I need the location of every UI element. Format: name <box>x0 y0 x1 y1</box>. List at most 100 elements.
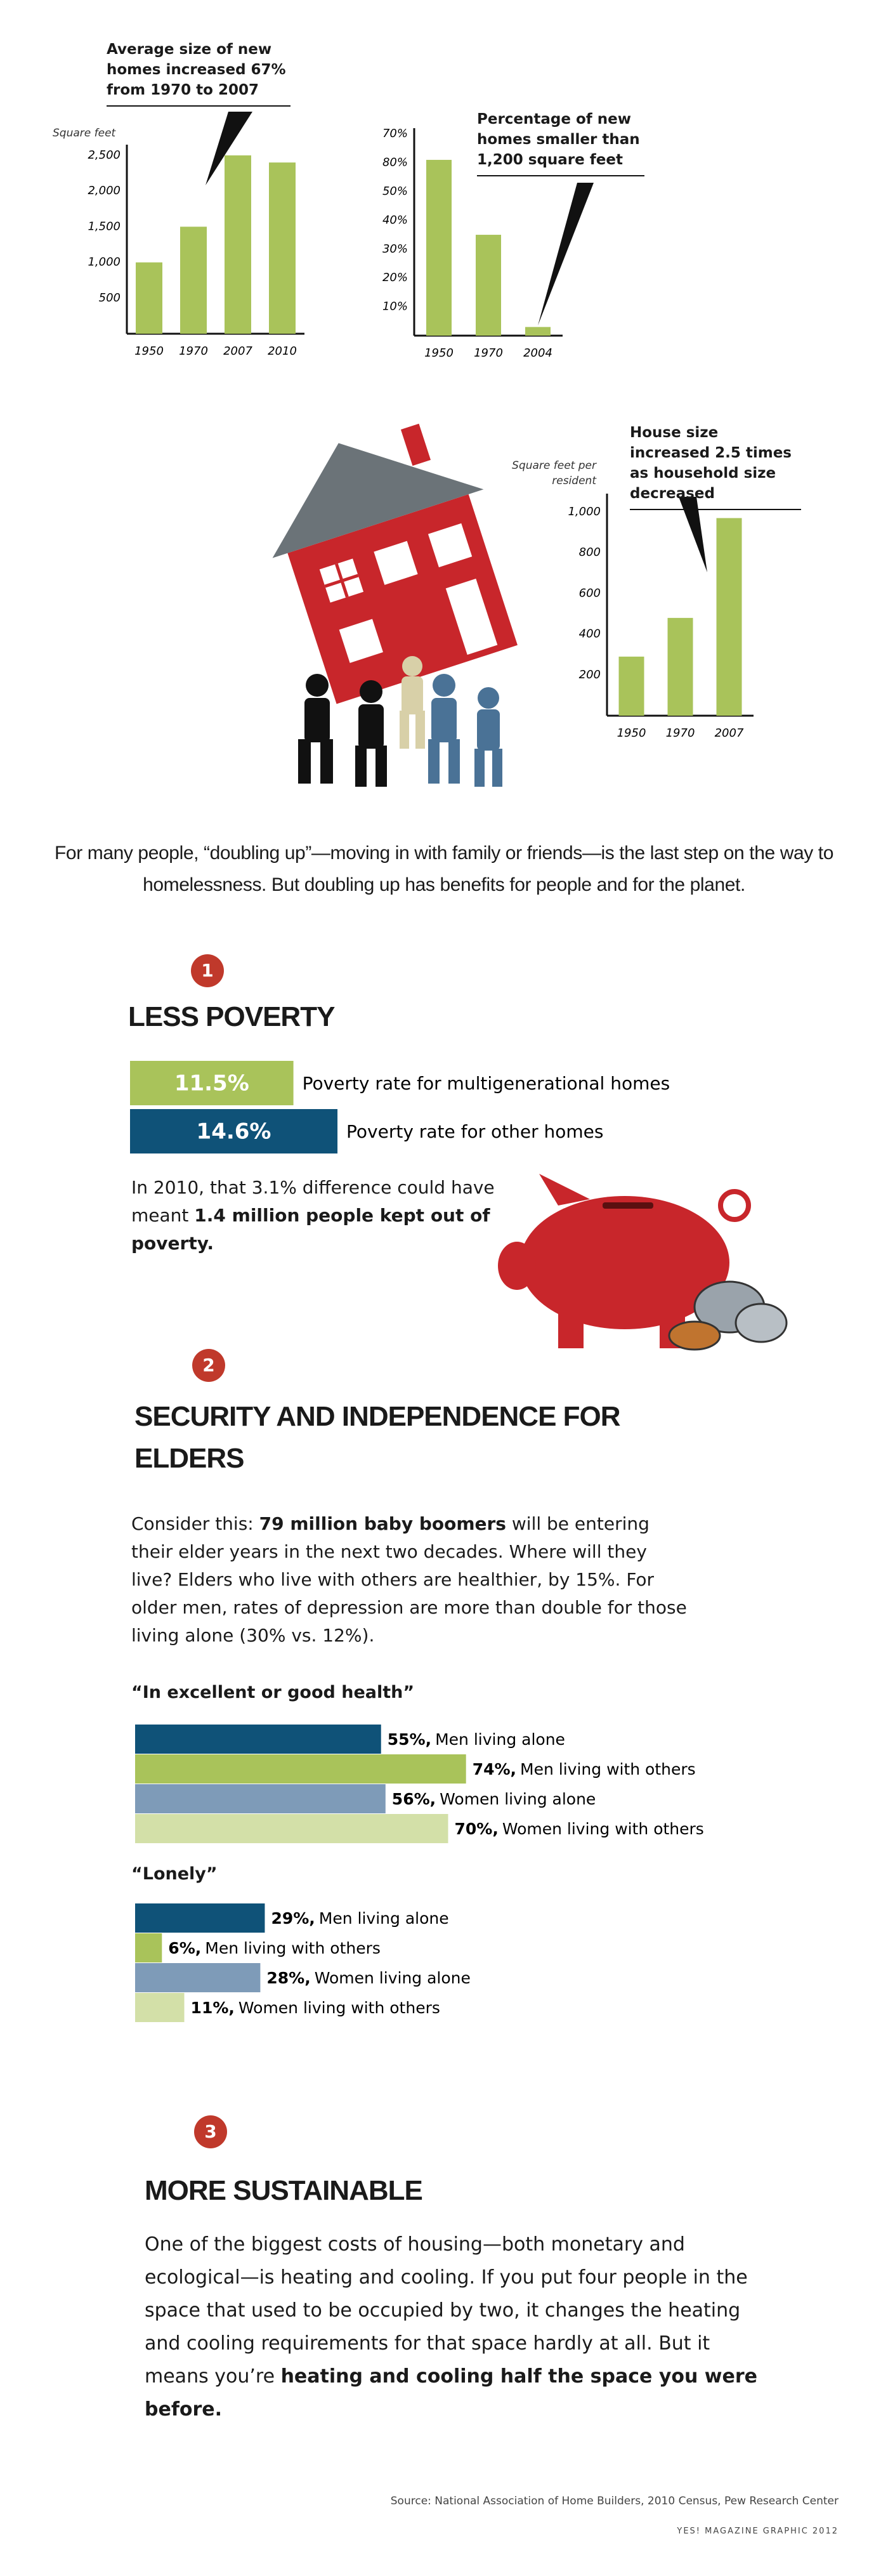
section-title: MORE SUSTAINABLE <box>145 2175 423 2206</box>
x-tick-label: 2007 <box>223 345 252 358</box>
bar <box>135 1903 265 1933</box>
section-badge <box>191 954 224 987</box>
y-tick-label: 2,500 <box>88 148 121 162</box>
y-tick-label: 70% <box>382 127 408 140</box>
bar <box>180 227 207 334</box>
section-title: LESS POVERTY <box>128 1001 335 1032</box>
bar-label: 28%, Women living alone <box>266 1969 471 1987</box>
section-paragraph: In 2010, that 3.1% difference could have… <box>131 1174 506 1258</box>
x-tick-label: 1950 <box>134 345 164 358</box>
bar-label: 70%, Women living with others <box>455 1820 704 1838</box>
y-tick-label: 30% <box>382 242 408 256</box>
house-illustration <box>272 423 518 787</box>
value-label: 29%, <box>271 1909 315 1928</box>
y-tick-label: 40% <box>382 213 408 227</box>
section-number: 3 <box>204 2121 216 2142</box>
y-tick-label: 800 <box>579 546 601 559</box>
section-number: 2 <box>202 1355 214 1376</box>
chart-title: “In excellent or good health” <box>131 1683 415 1702</box>
bar <box>130 1061 294 1105</box>
text-bold: heating and cooling half the space you w… <box>145 2365 757 2421</box>
category-label: Men living alone <box>435 1730 565 1749</box>
category-label: Men living with others <box>520 1760 696 1778</box>
y-tick-label: 200 <box>579 668 601 681</box>
pointer <box>206 112 252 185</box>
value-label: 56%, <box>392 1790 436 1808</box>
text: One of the biggest costs of housing—both… <box>145 2233 748 2388</box>
category-label: Men living alone <box>319 1909 449 1928</box>
annotation: Average size of new homes increased 67% … <box>107 39 291 107</box>
bar <box>225 155 251 334</box>
category-label: Women living with others <box>502 1820 704 1838</box>
y-tick-label: 2,000 <box>88 184 121 197</box>
value-label: 11%, <box>191 1999 235 2017</box>
bar <box>618 656 644 716</box>
category-label: Poverty rate for multigenerational homes <box>303 1073 670 1094</box>
y-tick-label: 10% <box>382 300 408 313</box>
value-label: 14.6% <box>197 1119 271 1145</box>
category-label: Women living alone <box>315 1969 471 1987</box>
y-tick-label: 1,000 <box>568 505 601 518</box>
bar-label: 6%, Men living with others <box>168 1939 381 1957</box>
bar <box>136 262 162 334</box>
value-label: 11.5% <box>174 1071 249 1096</box>
bar <box>135 1784 386 1813</box>
y-tick-label: 1,000 <box>88 256 121 269</box>
bar <box>426 159 452 336</box>
value-label: 74%, <box>473 1760 516 1778</box>
text: Consider this: <box>131 1513 259 1534</box>
bar <box>269 162 296 334</box>
text-bold: 79 million baby boomers <box>259 1513 506 1534</box>
annotation: Percentage of new homes smaller than 1,2… <box>477 109 644 176</box>
bar-label: 74%, Men living with others <box>473 1760 696 1778</box>
y-tick-label: 80% <box>382 156 408 169</box>
category-label: Women living alone <box>440 1790 596 1808</box>
text: will be entering their elder years in th… <box>131 1513 687 1646</box>
bar <box>135 1725 381 1754</box>
bar <box>667 617 693 716</box>
category-label: Women living with others <box>238 1999 440 2017</box>
value-label: 70%, <box>455 1820 499 1838</box>
piggy-bank-illustration <box>498 1174 788 1351</box>
section-title: SECURITY AND INDEPENDENCE FOR ELDERS <box>134 1401 621 1474</box>
pointer <box>679 497 707 572</box>
bar <box>716 518 742 716</box>
value-label: 55%, <box>388 1730 431 1749</box>
section-badge <box>192 1349 225 1382</box>
bar-label: 29%, Men living alone <box>271 1909 448 1928</box>
bar <box>130 1109 338 1153</box>
bar <box>135 1814 448 1843</box>
x-tick-label: 2004 <box>523 346 552 360</box>
y-tick-label: 20% <box>382 271 408 284</box>
credit: YES! MAGAZINE GRAPHIC 2012 <box>677 2527 839 2536</box>
x-tick-label: 1970 <box>474 346 503 360</box>
x-tick-label: 1950 <box>424 346 454 360</box>
x-tick-label: 2007 <box>715 726 744 740</box>
bar <box>135 1754 466 1784</box>
section-number: 1 <box>201 960 213 981</box>
y-tick-label: 1,500 <box>88 220 121 233</box>
axis-label: Square feet per resident <box>512 459 596 487</box>
text: In 2010, that 3.1% difference could have… <box>131 1177 495 1226</box>
pointer <box>538 183 594 325</box>
section-paragraph: Consider this: 79 million baby boomers w… <box>131 1510 689 1650</box>
x-tick-label: 1950 <box>617 726 646 740</box>
section-badge <box>194 2115 227 2148</box>
bar-label: 55%, Men living alone <box>388 1730 565 1749</box>
section-paragraph: One of the biggest costs of housing—both… <box>145 2228 766 2426</box>
value-label: 28%, <box>266 1969 310 1987</box>
x-tick-label: 2010 <box>268 345 297 358</box>
x-tick-label: 1970 <box>666 726 695 740</box>
bar <box>525 327 551 336</box>
y-tick-label: 50% <box>382 185 408 198</box>
bar <box>135 1933 162 1962</box>
category-label: Men living with others <box>205 1939 381 1957</box>
text-bold: 1.4 million people kept out of poverty. <box>131 1205 490 1254</box>
intro-text: For many people, “doubling up”—moving in… <box>55 843 833 895</box>
chart-title: “Lonely” <box>131 1864 218 1884</box>
source: Source: National Association of Home Bui… <box>390 2495 839 2507</box>
bar-label: 56%, Women living alone <box>392 1790 596 1808</box>
value-label: 6%, <box>168 1939 201 1957</box>
